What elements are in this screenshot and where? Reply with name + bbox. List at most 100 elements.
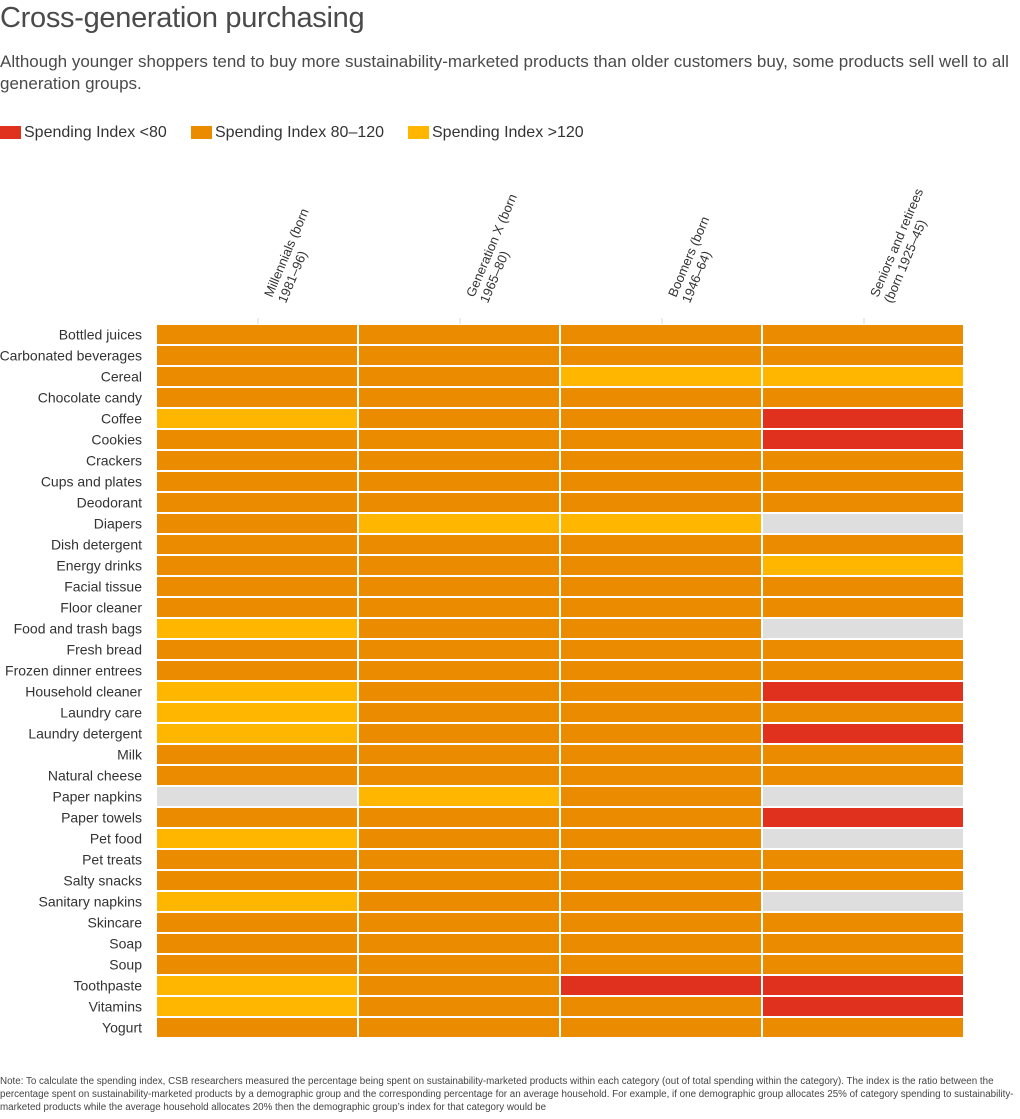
heatmap-cell xyxy=(561,745,761,764)
row-label: Coffee xyxy=(101,411,142,427)
heatmap-cell xyxy=(561,934,761,953)
heatmap-cell xyxy=(763,724,963,743)
heatmap-cell xyxy=(359,766,559,785)
heatmap-cell xyxy=(359,409,559,428)
row-label: Soap xyxy=(109,936,142,952)
heatmap-cell xyxy=(157,346,357,365)
heatmap-cell xyxy=(359,829,559,848)
heatmap-cell xyxy=(561,619,761,638)
heatmap-cell xyxy=(359,661,559,680)
heatmap-cell xyxy=(763,766,963,785)
heatmap-cell xyxy=(763,808,963,827)
row-label: Cups and plates xyxy=(41,474,142,490)
row-label: Paper napkins xyxy=(52,789,142,805)
heatmap-cell xyxy=(561,367,761,386)
heatmap-cell xyxy=(561,640,761,659)
heatmap-cell xyxy=(157,367,357,386)
heatmap-cell xyxy=(359,430,559,449)
heatmap-cell xyxy=(561,661,761,680)
heatmap-cell xyxy=(561,766,761,785)
heatmap-cell xyxy=(763,598,963,617)
row-label: Deodorant xyxy=(77,495,142,511)
heatmap-cell xyxy=(157,514,357,533)
heatmap-cell xyxy=(763,472,963,491)
heatmap-cell xyxy=(157,976,357,995)
row-label: Skincare xyxy=(88,915,143,931)
heatmap-cell xyxy=(359,913,559,932)
row-label: Bottled juices xyxy=(59,327,142,343)
heatmap-cell xyxy=(561,955,761,974)
heatmap-cell xyxy=(763,346,963,365)
heatmap-cell xyxy=(359,451,559,470)
heatmap-cell xyxy=(157,598,357,617)
heatmap-cell xyxy=(561,598,761,617)
heatmap-cell xyxy=(763,409,963,428)
heatmap-cell xyxy=(157,577,357,596)
heatmap-cell xyxy=(561,556,761,575)
heatmap-cell xyxy=(561,703,761,722)
heatmap-cell xyxy=(561,514,761,533)
heatmap-cell xyxy=(763,934,963,953)
heatmap-cell xyxy=(157,388,357,407)
heatmap-cell xyxy=(359,724,559,743)
heatmap-cell xyxy=(561,871,761,890)
heatmap-cell xyxy=(561,787,761,806)
heatmap-cell xyxy=(561,430,761,449)
row-label: Laundry detergent xyxy=(28,726,142,742)
heatmap-cell xyxy=(359,577,559,596)
column-header-3: Seniors and retirees(born 1925–45) xyxy=(867,186,940,305)
heatmap-cell xyxy=(763,661,963,680)
row-label: Vitamins xyxy=(89,999,142,1015)
heatmap-chart: Millennials (born1981–96) Generation X (b… xyxy=(0,186,963,1037)
row-label: Soup xyxy=(109,957,142,973)
heatmap-cell xyxy=(561,913,761,932)
legend-label-low: Spending Index <80 xyxy=(24,124,167,141)
row-label: Laundry care xyxy=(60,705,142,721)
heatmap-cell xyxy=(561,1018,761,1037)
heatmap-cell xyxy=(763,388,963,407)
heatmap-cell xyxy=(561,850,761,869)
heatmap-cell xyxy=(157,556,357,575)
heatmap-cell xyxy=(157,619,357,638)
heatmap-cell xyxy=(359,598,559,617)
heatmap-cell xyxy=(157,787,357,806)
heatmap-cell xyxy=(763,703,963,722)
heatmap-cell xyxy=(763,556,963,575)
heatmap-cell xyxy=(763,577,963,596)
heatmap-cell xyxy=(157,766,357,785)
heatmap-cell xyxy=(561,493,761,512)
chart-title: Cross-generation purchasing xyxy=(0,2,365,34)
row-label: Sanitary napkins xyxy=(38,894,142,910)
heatmap-cell xyxy=(157,535,357,554)
heatmap-cell xyxy=(763,997,963,1016)
heatmap-cell xyxy=(763,1018,963,1037)
column-header-2: Boomers (born1946–64) xyxy=(665,214,726,305)
heatmap-cell xyxy=(359,892,559,911)
heatmap-cell xyxy=(763,367,963,386)
heatmap-cell xyxy=(561,997,761,1016)
heatmap-cell xyxy=(763,850,963,869)
heatmap-cell xyxy=(157,703,357,722)
heatmap-cell xyxy=(359,745,559,764)
legend-label-mid: Spending Index 80–120 xyxy=(215,124,385,141)
row-label: Pet food xyxy=(90,831,142,847)
heatmap-cell xyxy=(359,703,559,722)
legend-label-high: Spending Index >120 xyxy=(432,124,584,141)
heatmap-cell xyxy=(157,745,357,764)
heatmap-cell xyxy=(157,724,357,743)
heatmap-cell xyxy=(359,682,559,701)
row-label: Milk xyxy=(117,747,143,763)
row-label: Natural cheese xyxy=(48,768,142,784)
row-label: Carbonated beverages xyxy=(0,348,142,364)
heatmap-cell xyxy=(561,451,761,470)
heatmap-cell xyxy=(561,976,761,995)
heatmap-cell xyxy=(157,1018,357,1037)
heatmap-cell xyxy=(561,535,761,554)
heatmap-cell xyxy=(157,913,357,932)
heatmap-cell xyxy=(157,955,357,974)
heatmap-cell xyxy=(157,325,357,344)
heatmap-cell xyxy=(359,808,559,827)
heatmap-cell xyxy=(359,934,559,953)
heatmap-cell xyxy=(763,787,963,806)
heatmap-cell xyxy=(359,850,559,869)
